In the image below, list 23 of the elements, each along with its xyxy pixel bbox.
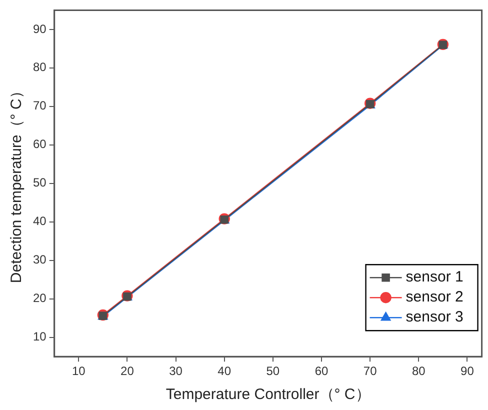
x-tick-label: 30 [169, 364, 183, 378]
x-axis-title: Temperature Controller（° C） [166, 386, 370, 404]
x-tick-label: 50 [266, 364, 280, 378]
y-tick-label: 60 [32, 137, 47, 152]
x-tick-label: 40 [218, 364, 232, 378]
y-tick-label: 80 [32, 60, 47, 74]
legend-label: sensor 3 [406, 308, 464, 326]
x-tick-label: 10 [72, 364, 86, 378]
x-tick-label: 20 [120, 364, 134, 378]
y-tick-label: 90 [32, 22, 47, 36]
y-tick-label: 50 [32, 176, 47, 190]
y-axis-title: Detection temperature（° C） [8, 84, 26, 284]
y-tick-label: 30 [32, 252, 47, 267]
legend-label: sensor 2 [406, 288, 464, 306]
x-tick-label: 60 [314, 364, 328, 378]
y-tick-label: 20 [32, 291, 47, 306]
y-tick-label: 10 [32, 330, 47, 344]
y-tick-label: 70 [32, 98, 47, 113]
x-tick-label: 80 [412, 364, 426, 378]
x-tick-label: 90 [460, 364, 474, 378]
legend-label: sensor 1 [406, 268, 464, 286]
x-tick-label: 70 [363, 364, 378, 378]
y-tick-label: 40 [32, 214, 47, 228]
